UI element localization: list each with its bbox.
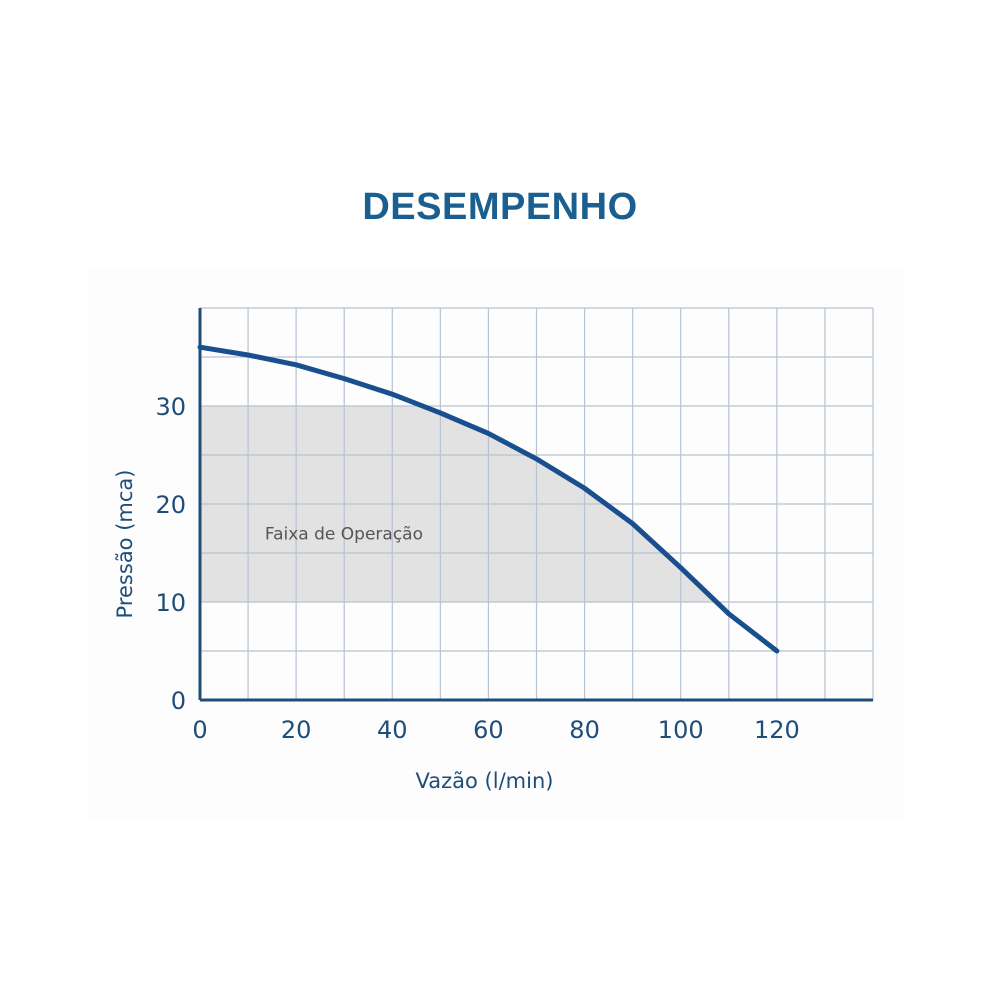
pressure-curve — [197, 344, 780, 654]
x-tick-label: 60 — [473, 716, 504, 744]
y-axis-label: Pressão (mca) — [113, 470, 137, 619]
text-layer: 0 20 40 60 80 100 120 0 10 20 30 Vazão (l/min) Press… — [113, 393, 800, 793]
chart-panel: 0 20 40 60 80 100 120 0 10 20 30 Vazão (l/min) Press… — [88, 268, 903, 818]
x-tick-label: 40 — [377, 716, 408, 744]
x-tick-label: 80 — [569, 716, 600, 744]
series-layer — [197, 344, 780, 654]
x-axis-label: Vazão (l/min) — [416, 769, 554, 793]
x-tick-label: 100 — [658, 716, 704, 744]
x-tick-label: 20 — [281, 716, 312, 744]
x-tick-label: 120 — [754, 716, 800, 744]
y-tick-label: 10 — [155, 589, 186, 617]
page-title: DESEMPENHO — [362, 186, 638, 228]
axes-layer — [198, 308, 873, 702]
y-tick-label: 0 — [171, 687, 186, 715]
x-tick-label: 0 — [192, 716, 207, 744]
y-tick-label: 30 — [155, 393, 186, 421]
grid-layer — [200, 307, 874, 700]
y-tick-label: 20 — [155, 491, 186, 519]
performance-chart: 0 20 40 60 80 100 120 0 10 20 30 Vazão (l/min) Press… — [113, 307, 874, 793]
operating-band-label: Faixa de Operação — [265, 524, 423, 544]
